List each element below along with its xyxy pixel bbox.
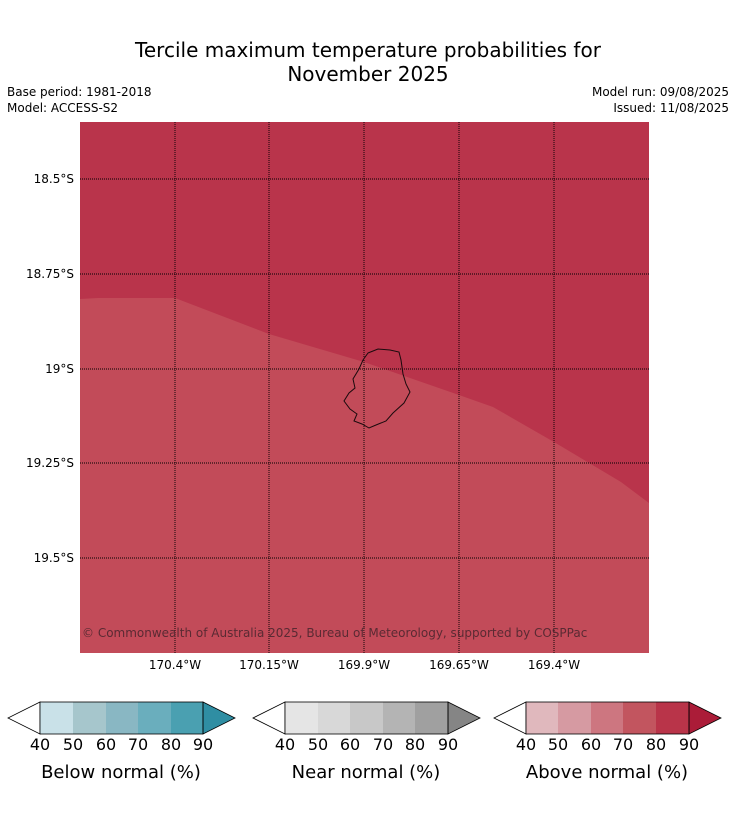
below-bin-50-60 bbox=[73, 702, 106, 734]
above-bin-60-70 bbox=[591, 702, 623, 734]
lat-label-19: 19°S bbox=[45, 362, 74, 376]
below-bin-40-50 bbox=[40, 702, 73, 734]
below-under-arrow bbox=[7, 701, 41, 735]
above-tick-80: 80 bbox=[645, 735, 667, 754]
above-under-arrow bbox=[493, 701, 527, 735]
near-tick-80: 80 bbox=[404, 735, 426, 754]
above-bin-40-50 bbox=[526, 702, 558, 734]
colorbar-above bbox=[493, 701, 722, 735]
base-period: Base period: 1981-2018 bbox=[7, 85, 152, 99]
above-bin-50-60 bbox=[558, 702, 591, 734]
colorbar-below bbox=[7, 701, 236, 735]
below-tick-90: 90 bbox=[192, 735, 214, 754]
colorbar-near bbox=[252, 701, 481, 735]
model-name: Model: ACCESS-S2 bbox=[7, 101, 119, 115]
below-bin-60-70 bbox=[106, 702, 138, 734]
below-tick-60: 60 bbox=[95, 735, 117, 754]
near-tick-90: 90 bbox=[437, 735, 459, 754]
near-bin-70-80 bbox=[383, 702, 415, 734]
lon-label-169-9: 169.9°W bbox=[337, 658, 391, 672]
below-tick-80: 80 bbox=[160, 735, 182, 754]
below-tick-40: 40 bbox=[29, 735, 51, 754]
above-bin-80-90 bbox=[656, 702, 689, 734]
above-tick-90: 90 bbox=[678, 735, 700, 754]
lon-label-170-15: 170.15°W bbox=[239, 658, 299, 672]
near-under-arrow bbox=[252, 701, 286, 735]
niue-island-outline bbox=[343, 348, 411, 429]
near-tick-50: 50 bbox=[307, 735, 329, 754]
lat-label-19-5: 19.5°S bbox=[33, 551, 74, 565]
above-tick-60: 60 bbox=[580, 735, 602, 754]
chart-title: Tercile maximum temperature probabilitie… bbox=[0, 38, 736, 86]
above-normal-title: Above normal (%) bbox=[525, 762, 689, 783]
below-over-arrow bbox=[202, 701, 236, 735]
near-over-arrow bbox=[447, 701, 481, 735]
lat-label-18-5: 18.5°S bbox=[33, 172, 74, 186]
near-bin-40-50 bbox=[285, 702, 318, 734]
below-bin-70-80 bbox=[138, 702, 171, 734]
above-tick-50: 50 bbox=[547, 735, 569, 754]
lon-label-169-4: 169.4°W bbox=[527, 658, 581, 672]
copyright-notice: © Commonwealth of Australia 2025, Bureau… bbox=[82, 626, 588, 640]
near-bin-80-90 bbox=[415, 702, 448, 734]
graticule bbox=[80, 122, 649, 653]
near-bin-50-60 bbox=[318, 702, 350, 734]
meta-left: Base period: 1981-2018 Model: ACCESS-S2 bbox=[7, 84, 152, 116]
title-line-2: November 2025 bbox=[287, 62, 449, 86]
lon-label-170-4: 170.4°W bbox=[148, 658, 202, 672]
lon-label-169-65: 169.65°W bbox=[429, 658, 489, 672]
above-tick-40: 40 bbox=[515, 735, 537, 754]
near-tick-60: 60 bbox=[339, 735, 361, 754]
issued-date: Issued: 11/08/2025 bbox=[613, 101, 729, 115]
near-normal-title: Near normal (%) bbox=[291, 762, 441, 783]
lat-label-18-75: 18.75°S bbox=[26, 267, 74, 281]
above-tick-70: 70 bbox=[612, 735, 634, 754]
below-bin-80-90 bbox=[171, 702, 203, 734]
near-tick-70: 70 bbox=[372, 735, 394, 754]
title-line-1: Tercile maximum temperature probabilitie… bbox=[135, 38, 601, 62]
meta-right: Model run: 09/08/2025 Issued: 11/08/2025 bbox=[592, 84, 729, 116]
above-bin-70-80 bbox=[623, 702, 656, 734]
lat-label-19-25: 19.25°S bbox=[26, 456, 74, 470]
model-run: Model run: 09/08/2025 bbox=[591, 85, 729, 99]
above-over-arrow bbox=[688, 701, 722, 735]
near-bin-60-70 bbox=[350, 702, 383, 734]
region-light-above bbox=[80, 298, 649, 653]
below-tick-50: 50 bbox=[62, 735, 84, 754]
near-tick-40: 40 bbox=[274, 735, 296, 754]
below-normal-title: Below normal (%) bbox=[41, 762, 201, 783]
below-tick-70: 70 bbox=[127, 735, 149, 754]
